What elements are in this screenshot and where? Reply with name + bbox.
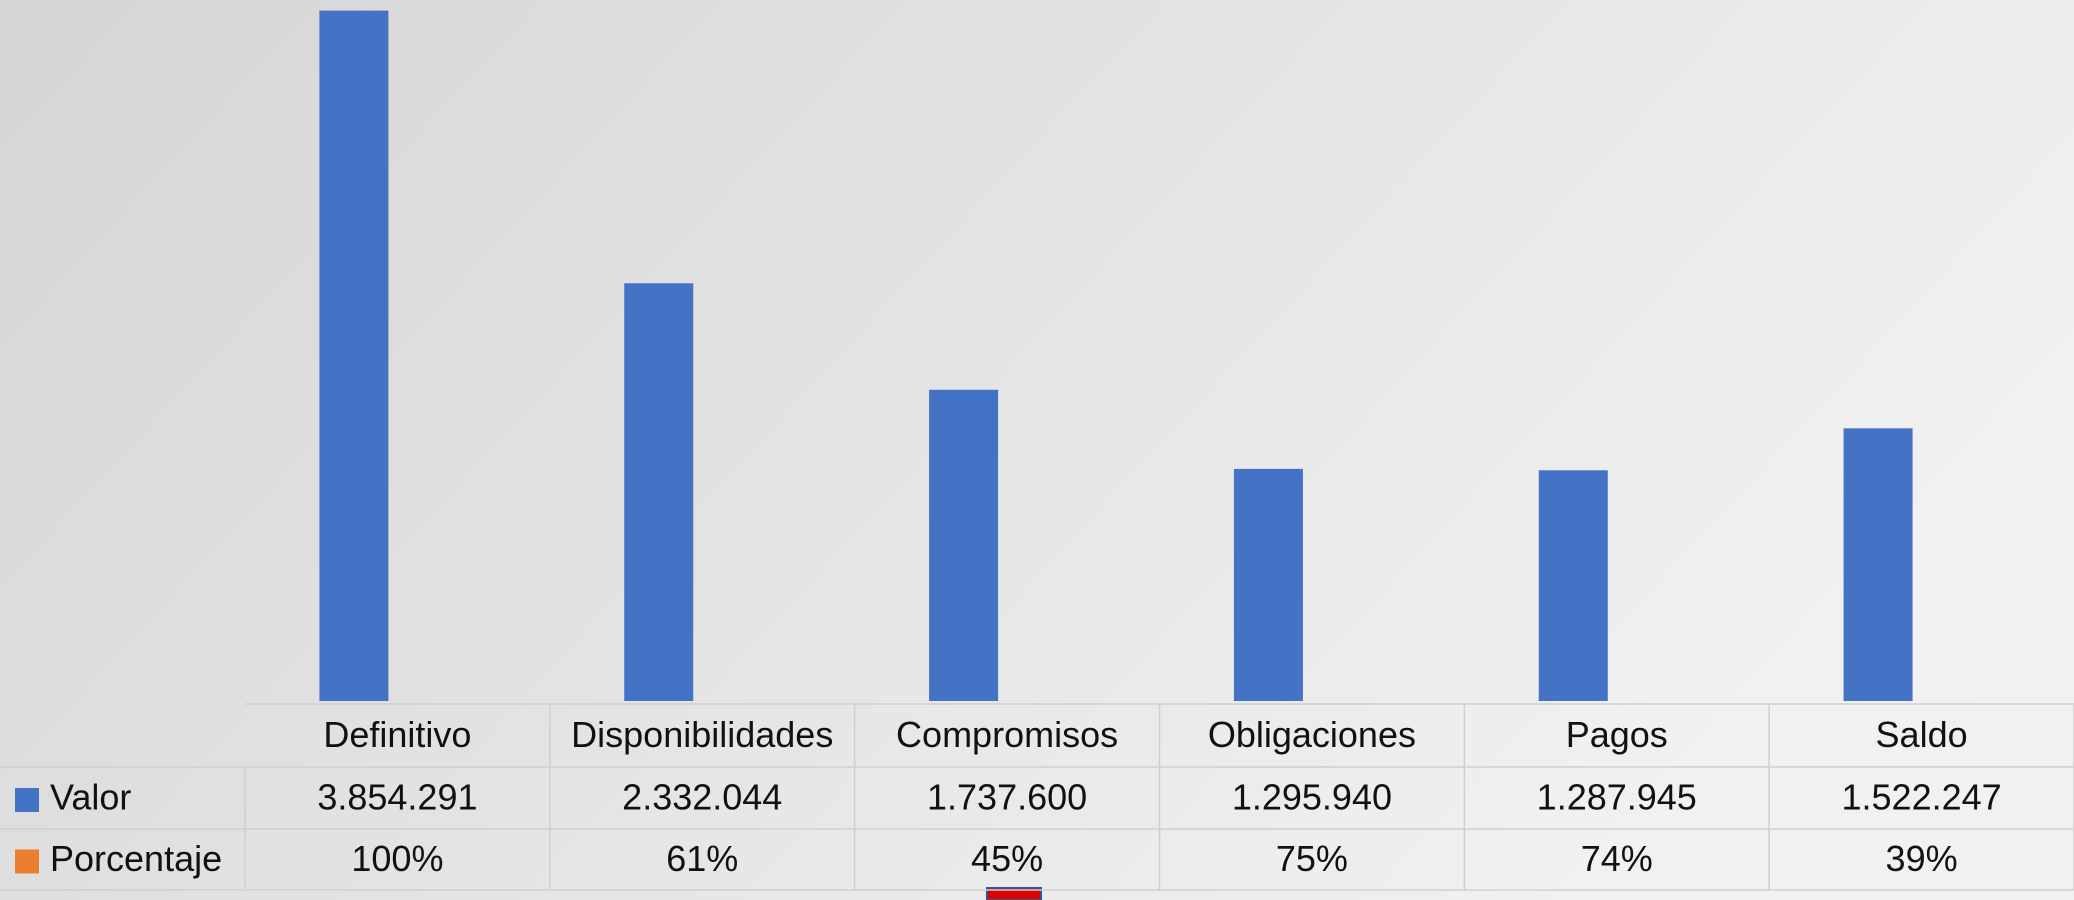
data-label: 1.522.247 [1842, 777, 2002, 818]
data-label: 1.287.945 [1537, 777, 1697, 818]
legend-label: Valor [50, 777, 131, 818]
data-label: 61% [666, 838, 738, 879]
data-label: 2.332.044 [622, 777, 782, 818]
bar [1843, 428, 1913, 701]
x-tick-label: Disponibilidades [571, 714, 833, 755]
data-label: 100% [351, 838, 443, 879]
bar [319, 10, 389, 702]
marker [986, 887, 1042, 900]
bar [1233, 468, 1303, 701]
legend-label: Porcentaje [50, 838, 222, 879]
x-tick-label: Compromisos [896, 714, 1118, 755]
data-label: 74% [1581, 838, 1653, 879]
x-tick-label: Obligaciones [1208, 714, 1416, 755]
data-label: 75% [1276, 838, 1348, 879]
data-label: 3.854.291 [317, 777, 477, 818]
bar [929, 389, 999, 701]
x-tick-label: Pagos [1566, 714, 1668, 755]
legend-swatch [15, 849, 39, 874]
bar [1538, 470, 1608, 701]
data-label: 1.737.600 [927, 777, 1087, 818]
x-tick-label: Saldo [1876, 714, 1968, 755]
bar [624, 283, 694, 701]
data-label: 1.295.940 [1232, 777, 1392, 818]
x-tick-label: Definitivo [323, 714, 471, 755]
legend-swatch [15, 788, 39, 812]
data-label: 45% [971, 838, 1043, 879]
data-label: 39% [1886, 838, 1958, 879]
